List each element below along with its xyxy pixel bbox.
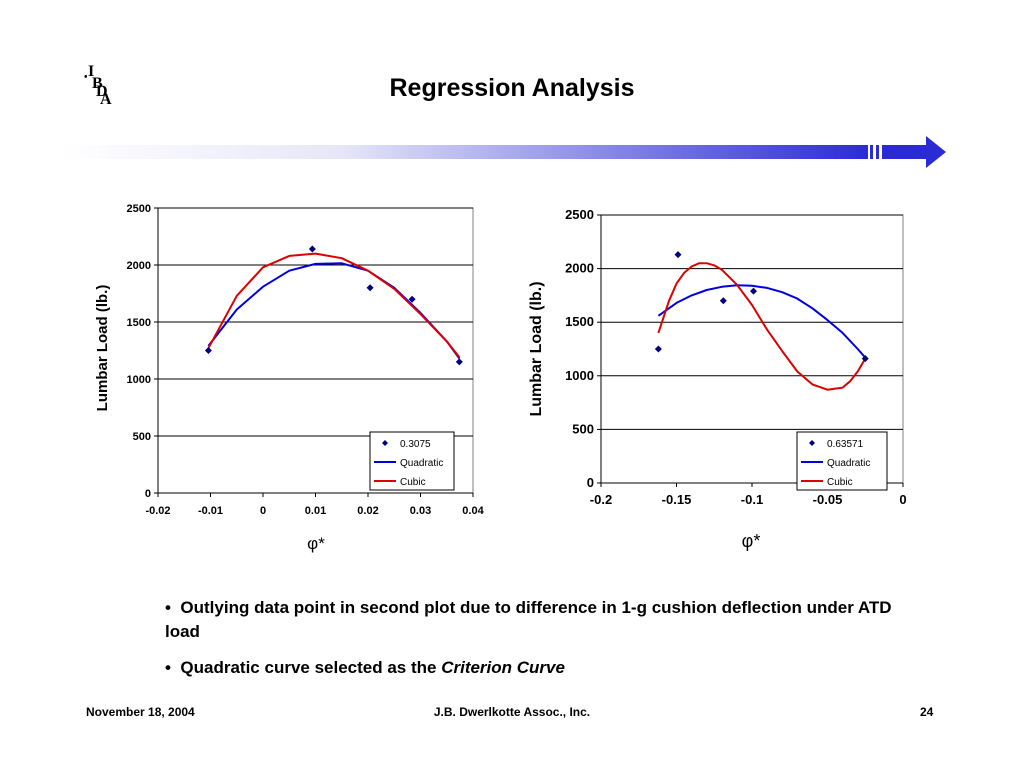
chart-right-y-tick-label: 1000 — [565, 368, 594, 383]
banner-arrow-icon — [882, 136, 946, 168]
chart-left-y-tick-label: 1000 — [127, 374, 151, 386]
chart-right-x-tick-label: -0.1 — [741, 492, 763, 507]
bullet-text: Outlying data point in second plot due t… — [165, 598, 892, 641]
chart-left-data-point — [408, 295, 416, 303]
chart-right-y-tick-label: 2000 — [565, 261, 594, 276]
bullet-icon: • — [165, 658, 171, 677]
footer-date: November 18, 2004 — [86, 705, 195, 719]
chart-right-y-tick-label: 1500 — [565, 314, 594, 329]
chart-left-legend-label: Quadratic — [400, 458, 443, 469]
chart-left-series-cubic — [207, 252, 461, 358]
chart-left-x-tick-label: -0.01 — [198, 505, 223, 517]
chart-right-data-point — [750, 287, 758, 295]
banner-stripe-2 — [876, 145, 879, 159]
bullet-text: Quadratic curve selected as the — [180, 658, 442, 677]
chart-left-x-tick-label: 0.01 — [305, 505, 326, 517]
chart-right-y-tick-label: 0 — [587, 475, 594, 490]
bullet-icon: • — [165, 598, 171, 617]
chart-right-x-tick-label: 0 — [899, 492, 906, 507]
logo: I • B D A — [84, 64, 124, 114]
bullet-item: • Outlying data point in second plot due… — [165, 596, 925, 644]
plot-area: 0 500 1000 1500 2000 2500 -0.2 -0.15 -0.1 -0.05 0 0… — [565, 207, 907, 507]
chart-right-series-cubic — [657, 262, 867, 391]
bullet-item: • Quadratic curve selected as the Criter… — [165, 656, 925, 680]
chart-left-x-tick-label: 0.02 — [357, 505, 378, 517]
banner-bar — [60, 145, 868, 159]
chart-left-x-axis-label: φ* — [307, 534, 325, 553]
footer-page-number: 24 — [920, 705, 934, 719]
logo-letter-d: D — [96, 83, 108, 100]
chart-left-legend-label: 0.3075 — [400, 439, 431, 450]
chart-right-y-tick-label: 2500 — [565, 207, 594, 222]
chart-left-y-tick-label: 2000 — [127, 260, 151, 272]
chart-left-data-point — [455, 358, 463, 366]
chart-left-x-tick-label: 0.03 — [410, 505, 431, 517]
chart-right-x-tick-label: -0.15 — [662, 492, 692, 507]
chart-left-legend-marker — [382, 440, 388, 446]
logo-dot: • — [84, 72, 88, 83]
chart-left-x-tick-label: -0.02 — [145, 505, 170, 517]
chart-right-x-tick-label: -0.05 — [813, 492, 843, 507]
chart-left-data-point — [204, 347, 212, 354]
chart-right-y-tick-label: 500 — [572, 421, 594, 436]
chart-right-legend-label: 0.63571 — [827, 439, 864, 450]
chart-right-series-quadratic — [657, 284, 867, 359]
chart-right-y-axis-label: Lumbar Load (lb.) — [528, 281, 545, 416]
bullet-list: • Outlying data point in second plot due… — [165, 596, 925, 692]
chart-right-x-tick-label: -0.2 — [590, 492, 612, 507]
chart-left: 0 500 1000 1500 2000 2500 -0.02 -0.01 0 0.01 0.02 0… — [94, 203, 485, 553]
chart-right-legend-label: Quadratic — [827, 458, 870, 469]
chart-right: 0 500 1000 1500 2000 2500 -0.2 -0.15 -0.1 -0.05 0 0… — [528, 207, 907, 551]
footer-company: J.B. Dwerlkotte Assoc., Inc. — [433, 705, 591, 719]
chart-right-data-point — [654, 345, 662, 353]
chart-right-legend-label: Cubic — [827, 477, 853, 488]
bullet-text-italic: Criterion Curve — [441, 658, 565, 677]
chart-left-y-tick-label: 500 — [133, 431, 151, 443]
chart-left-y-axis-label: Lumbar Load (lb.) — [94, 285, 111, 412]
chart-right-data-point — [674, 251, 682, 259]
chart-left-x-tick-label: 0 — [260, 505, 266, 517]
banner-stripe-1 — [870, 145, 873, 159]
chart-left-x-tick-label: 0.04 — [462, 505, 484, 517]
chart-right-x-axis-label: φ* — [742, 531, 761, 551]
chart-left-data-point — [308, 245, 316, 253]
chart-left-data-point — [366, 284, 374, 292]
plot-area: 0 500 1000 1500 2000 2500 -0.02 -0.01 0 0.01 0.02 0… — [127, 203, 485, 517]
chart-right-legend-marker — [809, 440, 815, 446]
slide-title: Regression Analysis — [389, 74, 635, 102]
chart-right-data-point — [861, 355, 869, 363]
chart-left-y-tick-label: 2500 — [127, 203, 151, 215]
header-banner — [60, 136, 946, 168]
chart-right-data-point — [719, 297, 727, 305]
logo-letter-a: A — [100, 91, 112, 108]
chart-left-y-tick-label: 0 — [145, 488, 151, 500]
logo-letter-i: I — [88, 63, 95, 80]
logo-letter-b: B — [92, 75, 103, 92]
chart-left-y-tick-label: 1500 — [127, 317, 151, 329]
chart-left-legend-label: Cubic — [400, 477, 426, 488]
